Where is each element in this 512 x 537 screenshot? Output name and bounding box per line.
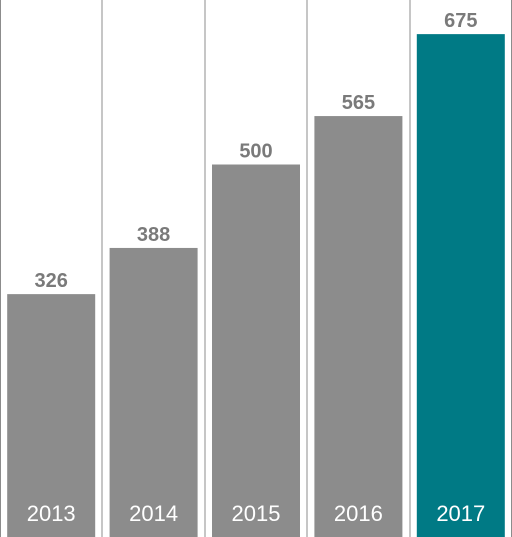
value-label-2016: 565: [342, 92, 375, 114]
value-label-2013: 326: [35, 270, 68, 292]
category-labels: 2013 2014 2015 2016 2017: [27, 501, 486, 526]
bar-2015: [212, 164, 300, 537]
value-label-2015: 500: [239, 141, 272, 163]
bar-2016: [314, 116, 403, 537]
category-label-2014: 2014: [129, 501, 178, 526]
bar-2013: [7, 294, 96, 537]
bar-2014: [109, 247, 198, 537]
value-label-2014: 388: [137, 224, 170, 246]
bars: [7, 34, 505, 537]
category-label-2013: 2013: [27, 501, 76, 526]
value-labels: 326 388 500 565 675: [35, 10, 478, 292]
category-label-2015: 2015: [232, 501, 281, 526]
category-label-2016: 2016: [334, 501, 383, 526]
bar-2017: [416, 34, 505, 537]
category-label-2017: 2017: [436, 501, 485, 526]
value-label-2017: 675: [444, 10, 477, 32]
